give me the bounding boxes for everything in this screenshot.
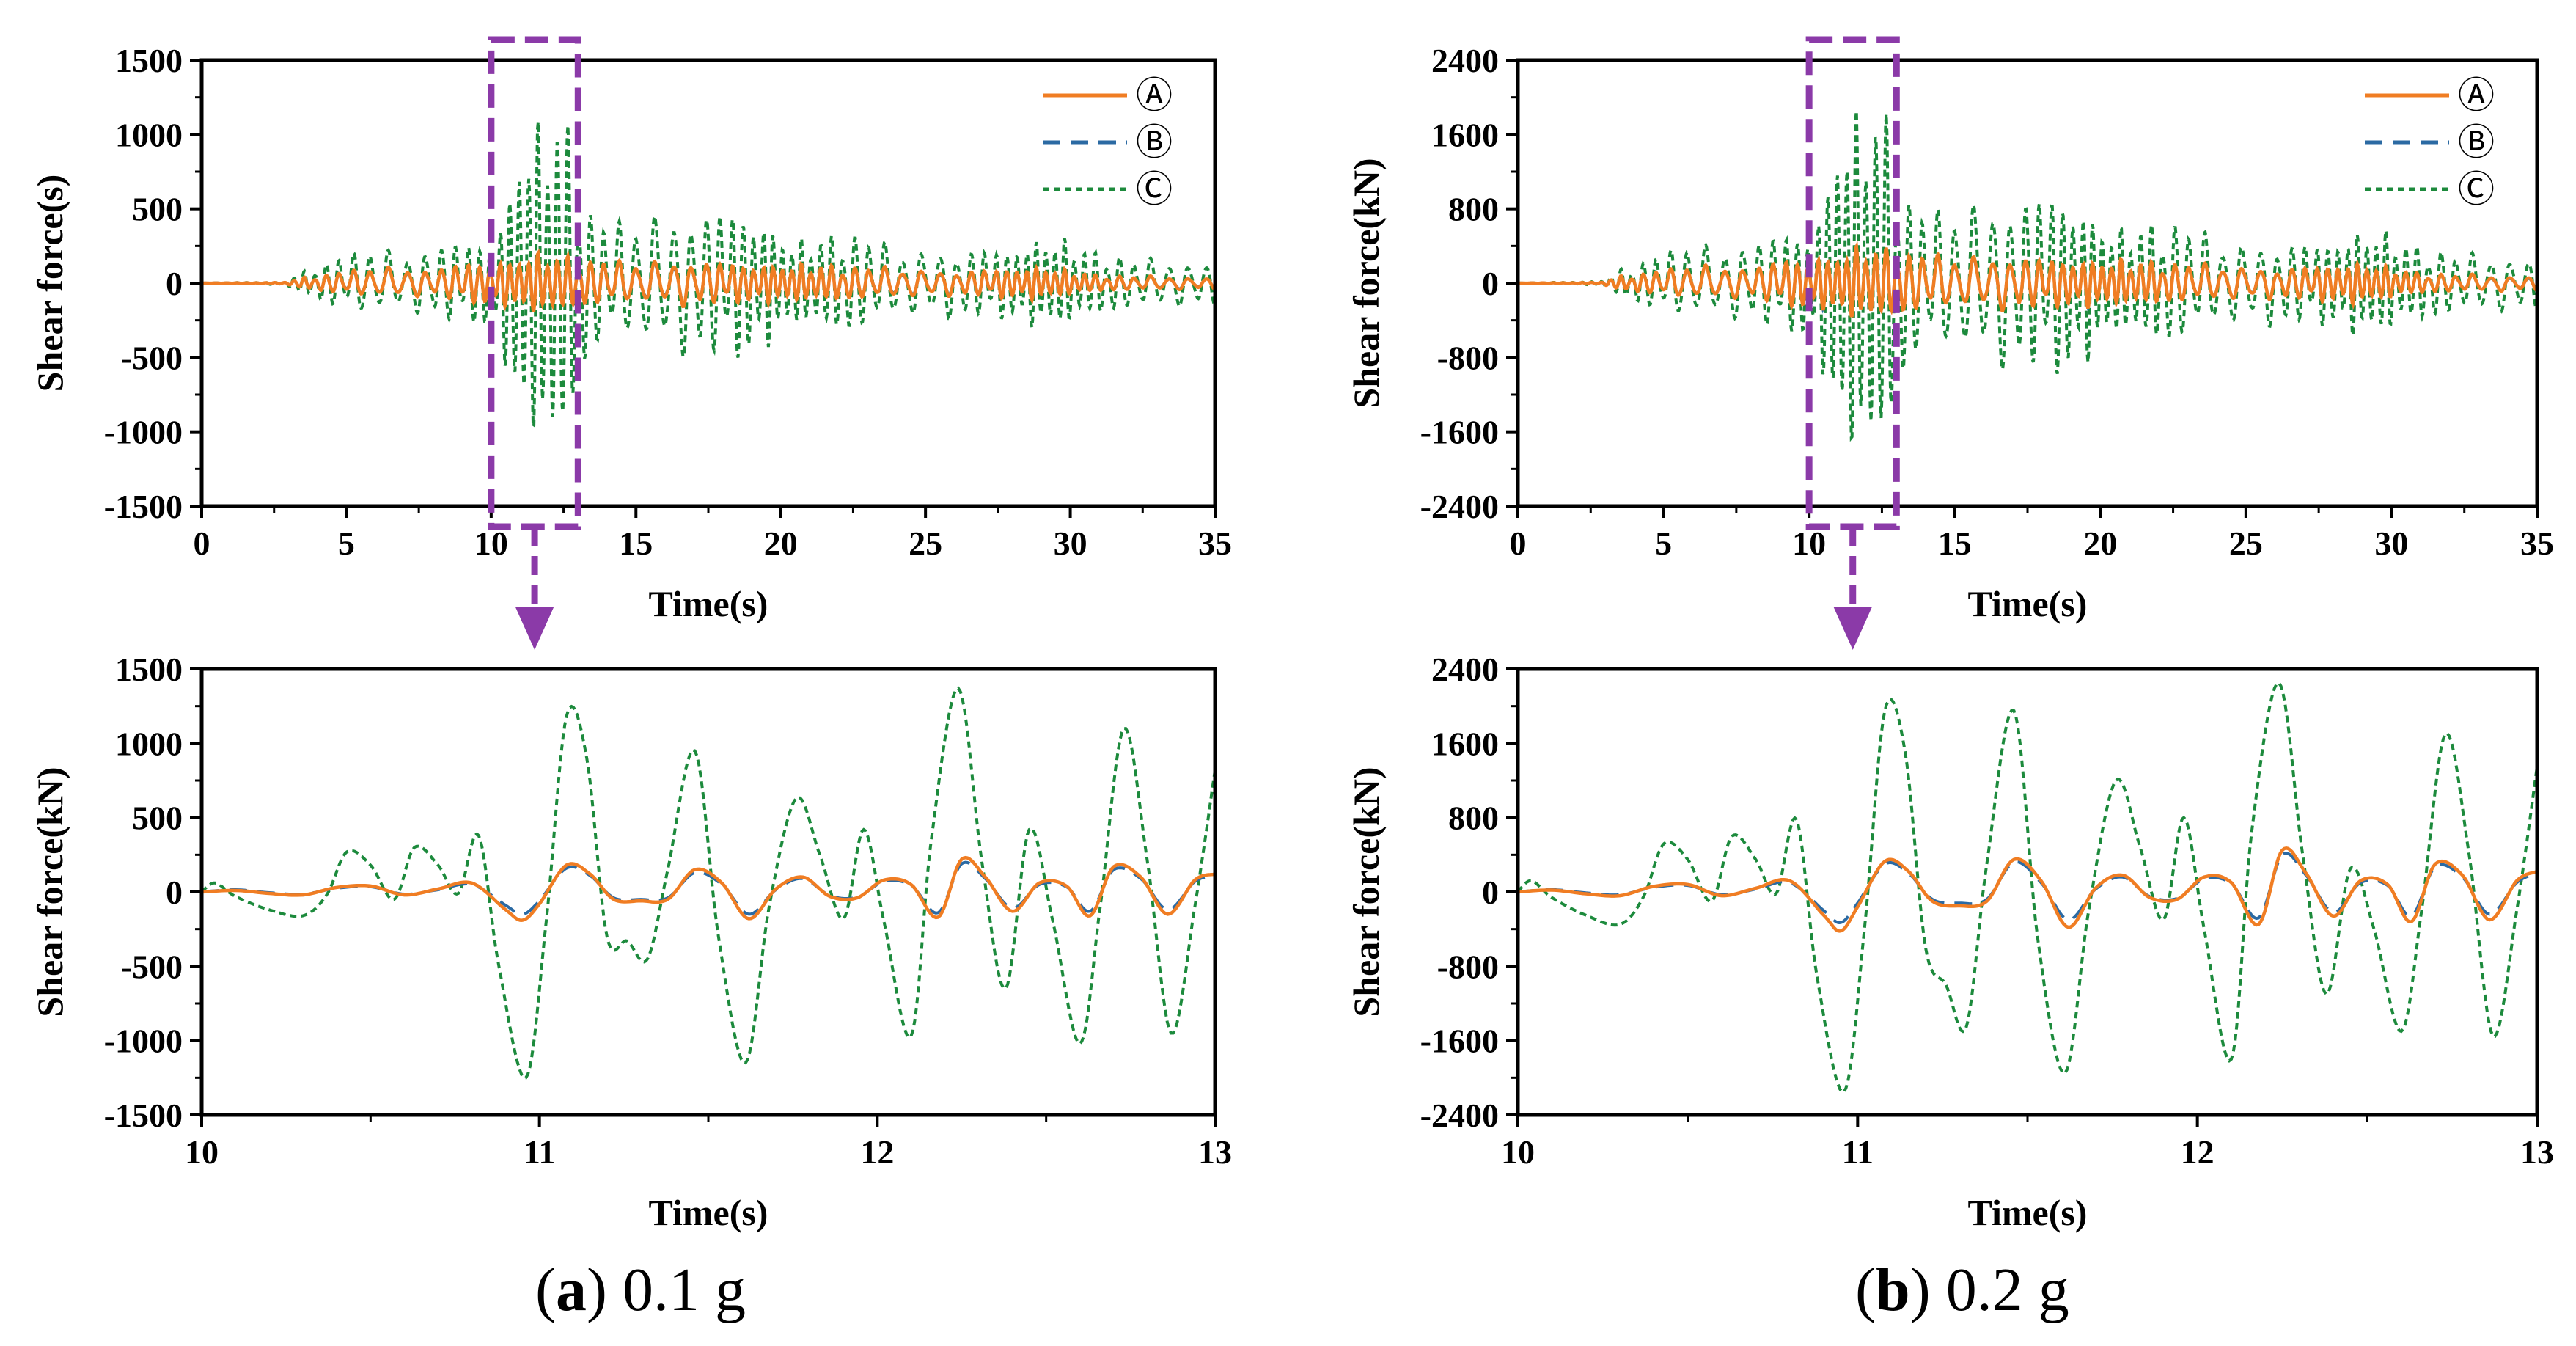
y-tick-label: 1600 — [1431, 116, 1499, 153]
caption-a-letter: a — [555, 1256, 587, 1324]
y-tick-label: 0 — [1482, 265, 1499, 302]
legend-label-b: Ⓑ — [2458, 121, 2495, 164]
x-tick-label: 15 — [619, 524, 653, 562]
caption-a-text: 0.1 g — [606, 1256, 746, 1324]
y-tick-label: 800 — [1448, 191, 1499, 228]
series-group — [1518, 111, 2537, 442]
y-tick-label: 2400 — [1431, 42, 1499, 79]
y-tick-label: -500 — [121, 948, 183, 985]
caption-b-text: 0.2 g — [1930, 1256, 2069, 1324]
x-tick-label: 0 — [194, 524, 210, 562]
y-tick-label: 1500 — [115, 651, 183, 688]
series-line-c — [1518, 111, 2537, 442]
caption-b: (b) 0.2 g — [1855, 1256, 2069, 1324]
y-tick-label: 1000 — [115, 725, 183, 762]
y-axis-label: Shear force(s) — [29, 175, 70, 392]
x-tick-label: 15 — [1938, 524, 1972, 562]
legend-label-c: Ⓒ — [1136, 168, 1173, 211]
x-tick-label: 25 — [909, 524, 942, 562]
y-tick-label: 800 — [1448, 800, 1499, 837]
zoom-highlight — [488, 36, 581, 650]
x-axis-label: Time(s) — [649, 583, 768, 624]
x-tick-label: 0 — [1510, 524, 1527, 562]
x-axis-label: Time(s) — [649, 1192, 768, 1233]
y-tick-label: -1000 — [104, 1023, 183, 1060]
x-tick-label: 10 — [474, 524, 508, 562]
x-tick-label: 30 — [1054, 524, 1087, 562]
x-tick-label: 13 — [2520, 1133, 2554, 1171]
axes-frame — [1516, 667, 2539, 1117]
y-tick-label: 2400 — [1431, 651, 1499, 688]
y-tick-label: -1500 — [104, 488, 183, 525]
chart-a-bottom: 10 11 12 13 -1500 -1000 -500 0 500 1000 1500 Time(s… — [29, 651, 1232, 1233]
series-line-a — [202, 855, 1215, 922]
x-tick-label: 13 — [1198, 1133, 1232, 1171]
legend: ⒶⒷⒸ — [2365, 74, 2495, 211]
y-tick-label: 1600 — [1431, 725, 1499, 762]
y-tick-label: -800 — [1437, 948, 1499, 985]
chart-a-top: 0 5 10 15 20 25 30 35 -1500 -1000 -500 0 500 1000 1500… — [29, 36, 1232, 650]
legend-label-a: Ⓐ — [2458, 74, 2495, 117]
y-tick-label: 0 — [166, 265, 183, 302]
y-tick-label: 0 — [166, 874, 183, 911]
y-tick-label: -1000 — [104, 414, 183, 451]
y-tick-label: 1000 — [115, 116, 183, 153]
x-tick-label: 5 — [1655, 524, 1672, 562]
series-line-b — [202, 860, 1215, 916]
y-tick-label: 0 — [1482, 874, 1499, 911]
x-tick-label: 20 — [2083, 524, 2117, 562]
series-line-a — [202, 248, 1215, 312]
zoom-highlight — [1805, 36, 1900, 650]
y-tick-label: -2400 — [1420, 488, 1499, 525]
x-tick-label: 20 — [764, 524, 798, 562]
y-axis-label: Shear force(kN) — [1346, 767, 1387, 1017]
series-group — [202, 122, 1215, 431]
x-tick-label: 35 — [2520, 524, 2554, 562]
y-tick-label: -2400 — [1420, 1097, 1499, 1134]
y-tick-label: 500 — [132, 800, 183, 837]
series-line-a — [1518, 846, 2537, 933]
y-axis-label: Shear force(kN) — [29, 767, 70, 1017]
y-tick-label: -800 — [1437, 339, 1499, 376]
y-tick-label: -500 — [121, 339, 183, 376]
legend-label-c: Ⓒ — [2458, 168, 2495, 211]
x-tick-label: 12 — [860, 1133, 894, 1171]
series-group — [1518, 681, 2537, 1094]
x-tick-label: 12 — [2181, 1133, 2214, 1171]
x-tick-label: 10 — [185, 1133, 219, 1171]
x-tick-label: 11 — [524, 1133, 555, 1171]
x-tick-label: 11 — [1842, 1133, 1874, 1171]
x-tick-label: 30 — [2374, 524, 2408, 562]
x-tick-label: 35 — [1198, 524, 1232, 562]
series-line-a — [1518, 240, 2537, 318]
chart-b-bottom: 10 11 12 13 -2400 -1600 -800 0 800 1600 2400 Time(s… — [1346, 651, 2554, 1233]
chart-b-top: 0 5 10 15 20 25 30 35 -2400 -1600 -800 0 800 1600 2400… — [1346, 36, 2554, 650]
series-group — [202, 686, 1215, 1080]
caption-a: (a) 0.1 g — [535, 1256, 746, 1324]
y-tick-label: 1500 — [115, 42, 183, 79]
x-tick-label: 25 — [2229, 524, 2263, 562]
zoom-arrow-head — [515, 607, 554, 650]
series-line-c — [1518, 681, 2537, 1094]
legend-label-b: Ⓑ — [1136, 121, 1173, 164]
x-axis-label: Time(s) — [1968, 1192, 2088, 1233]
y-tick-label: -1600 — [1420, 414, 1499, 451]
series-line-c — [202, 122, 1215, 431]
axes-frame — [199, 667, 1217, 1117]
y-tick-label: -1500 — [104, 1097, 183, 1134]
x-tick-label: 5 — [338, 524, 355, 562]
x-axis-label: Time(s) — [1968, 583, 2088, 624]
zoom-arrow-head — [1833, 607, 1872, 650]
y-tick-label: -1600 — [1420, 1023, 1499, 1060]
series-line-c — [202, 686, 1215, 1080]
caption-b-letter: b — [1875, 1256, 1910, 1324]
y-axis-label: Shear force(kN) — [1346, 158, 1387, 408]
x-tick-label: 10 — [1792, 524, 1826, 562]
x-tick-label: 10 — [1501, 1133, 1535, 1171]
y-tick-label: 500 — [132, 191, 183, 228]
legend: ⒶⒷⒸ — [1043, 74, 1173, 211]
legend-label-a: Ⓐ — [1136, 74, 1173, 117]
